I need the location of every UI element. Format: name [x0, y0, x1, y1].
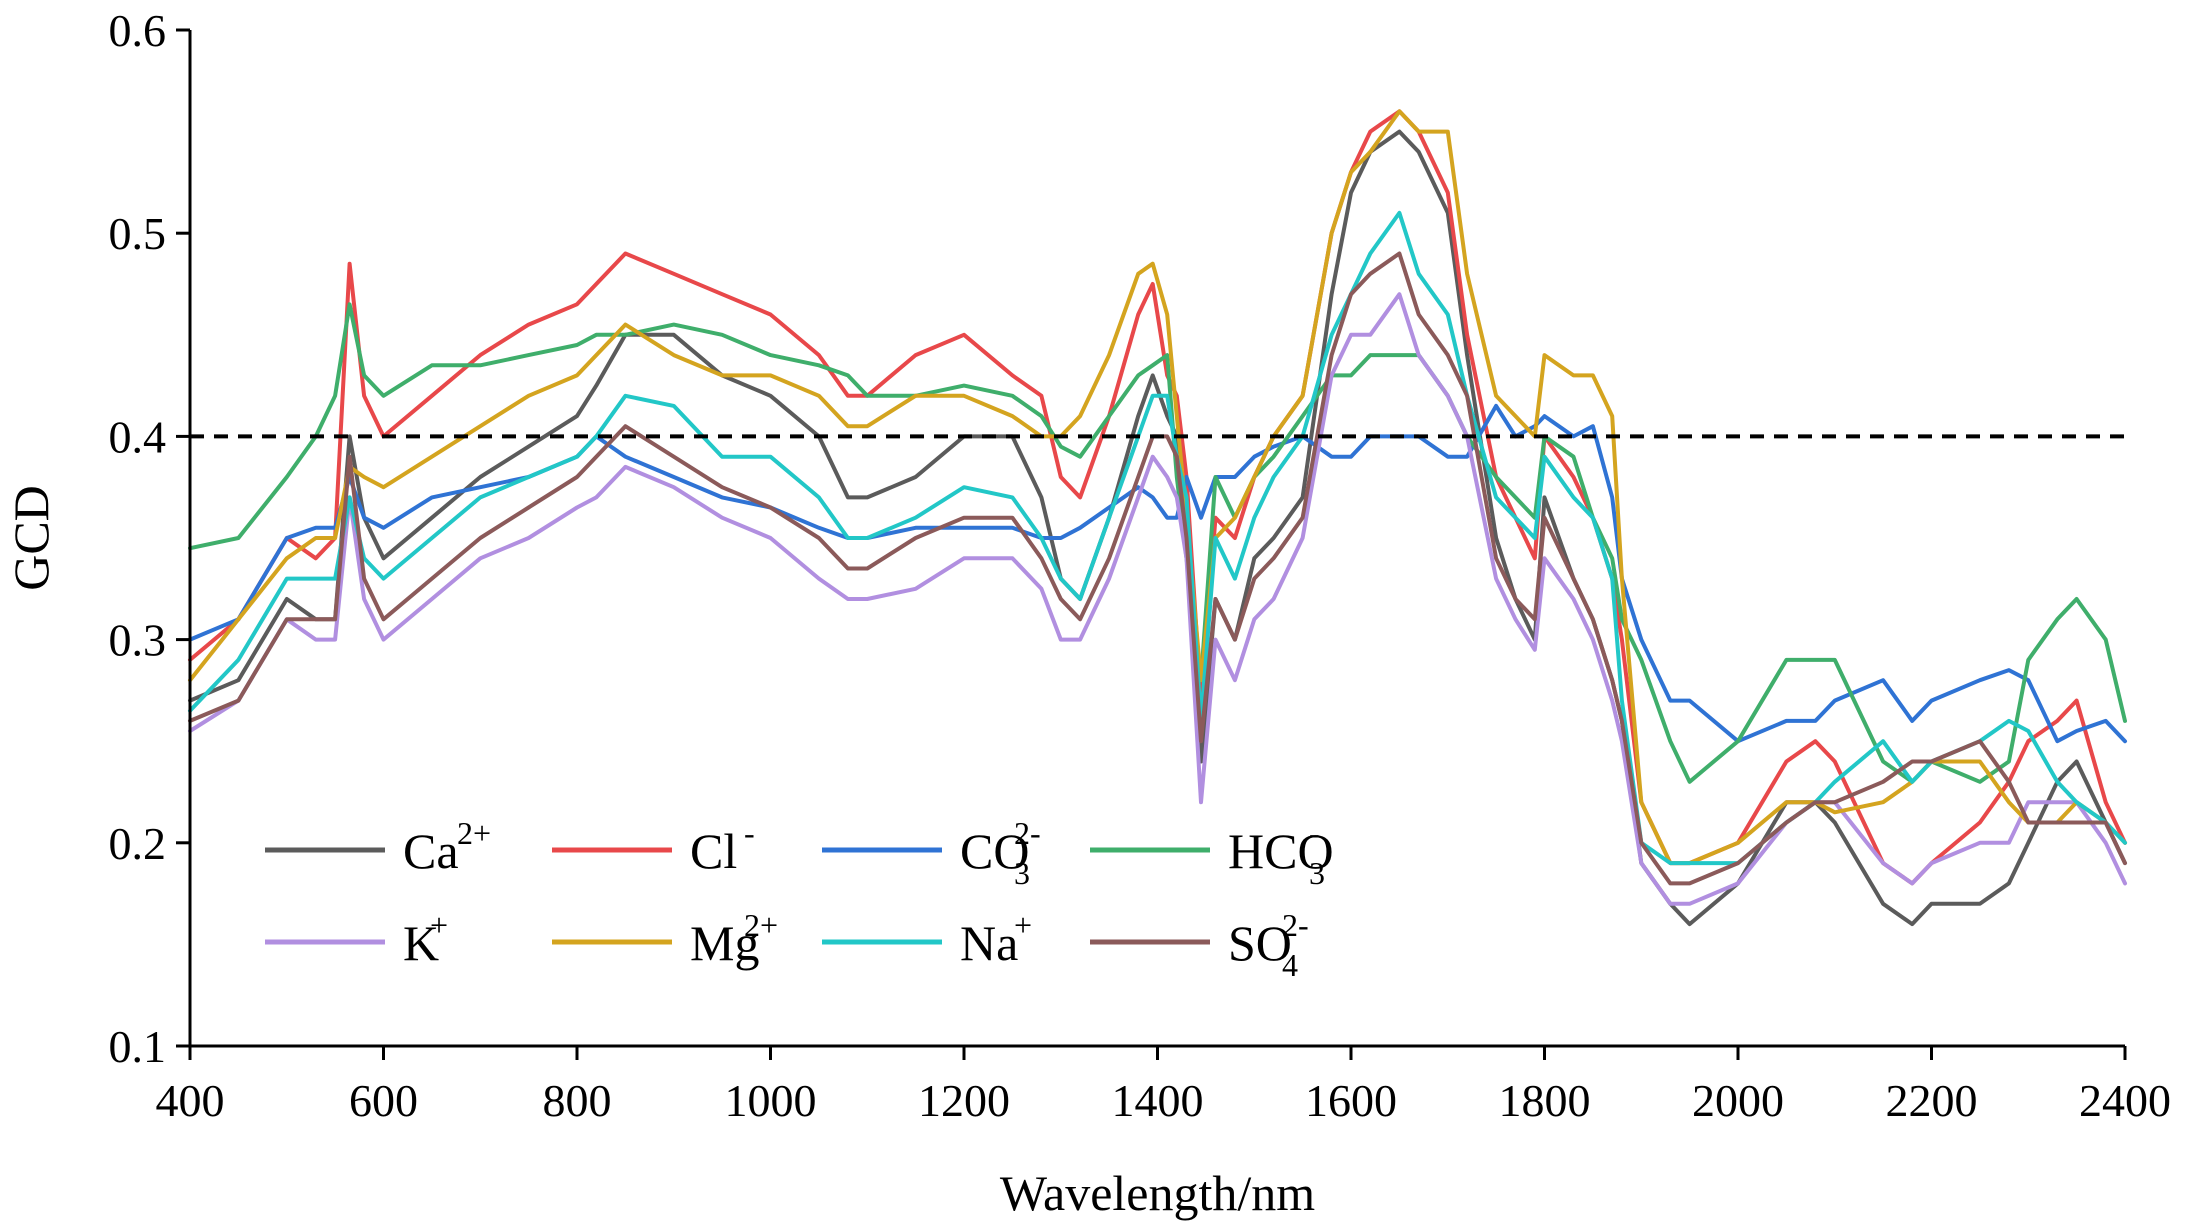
y-axis-title: GCD: [3, 485, 59, 591]
y-tick-label: 0.3: [109, 615, 167, 666]
legend-label: Cl -: [690, 815, 755, 879]
legend-label: HCO- 3: [1228, 815, 1334, 891]
legend-label-sub: 3: [1309, 855, 1325, 891]
y-tick-label: 0.6: [109, 5, 167, 56]
legend-label-sup: 2-: [1282, 907, 1309, 943]
y-tick-label: 0.2: [109, 818, 167, 869]
x-tick-label: 1000: [725, 1075, 817, 1126]
x-tick-label: 1200: [918, 1075, 1010, 1126]
y-tick-label: 0.1: [109, 1021, 167, 1072]
legend-label: CO2- 3: [960, 815, 1041, 891]
legend-label-sup: +: [430, 907, 448, 943]
series-layer: [188, 109, 2127, 927]
legend-label-main: Na: [960, 915, 1018, 971]
legend-label-main: Ca: [403, 823, 459, 879]
series-line-1: [188, 109, 2127, 886]
series-line-5: [188, 109, 2127, 866]
legend-label-sup: -: [744, 815, 755, 851]
legend-label: SO2- 4: [1228, 907, 1309, 983]
legend-label-main: HCO: [1228, 823, 1334, 879]
x-tick-label: 2000: [1692, 1075, 1784, 1126]
axes-layer: 400 600 800 1000 1200 1400 1600 1800 2000 2200 240…: [109, 5, 2172, 1126]
legend-label-main: SO: [1228, 915, 1292, 971]
x-tick-label: 400: [156, 1075, 225, 1126]
legend-label-sup: 2-: [1014, 815, 1041, 851]
x-tick-label: 800: [543, 1075, 612, 1126]
legend-label: K+: [403, 907, 448, 971]
legend-label-sup: 2+: [457, 815, 491, 851]
x-tick-label: 600: [349, 1075, 418, 1126]
legend-label-sup: 2+: [744, 907, 778, 943]
legend-label-sup: -: [1309, 815, 1320, 851]
legend-label-sub: 4: [1282, 947, 1298, 983]
x-axis-title: Wavelength/nm: [1000, 1165, 1315, 1221]
legend-label-main: CO: [960, 823, 1029, 879]
x-tick-label: 1400: [1112, 1075, 1204, 1126]
legend-label-sup: +: [1014, 907, 1032, 943]
x-tick-label: 1600: [1305, 1075, 1397, 1126]
legend-label: Mg2+: [690, 907, 778, 971]
x-tick-label: 2200: [1886, 1075, 1978, 1126]
legend-label-main: Cl: [690, 823, 737, 879]
legend-label: Ca2+: [403, 815, 491, 879]
y-tick-label: 0.5: [109, 208, 167, 259]
legend: Ca2+ Cl - CO2-3 HCO-3K+ Mg2+ Na+ SO2-4: [265, 815, 1334, 983]
series-line-7: [188, 251, 2127, 886]
legend-label-sub: 3: [1014, 855, 1030, 891]
legend-label-main: K: [403, 915, 439, 971]
legend-label: Na+: [960, 907, 1032, 971]
legend-label-main: Mg: [690, 915, 759, 971]
x-tick-label: 1800: [1499, 1075, 1591, 1126]
x-tick-label: 2400: [2079, 1075, 2171, 1126]
y-tick-label: 0.4: [109, 411, 167, 462]
